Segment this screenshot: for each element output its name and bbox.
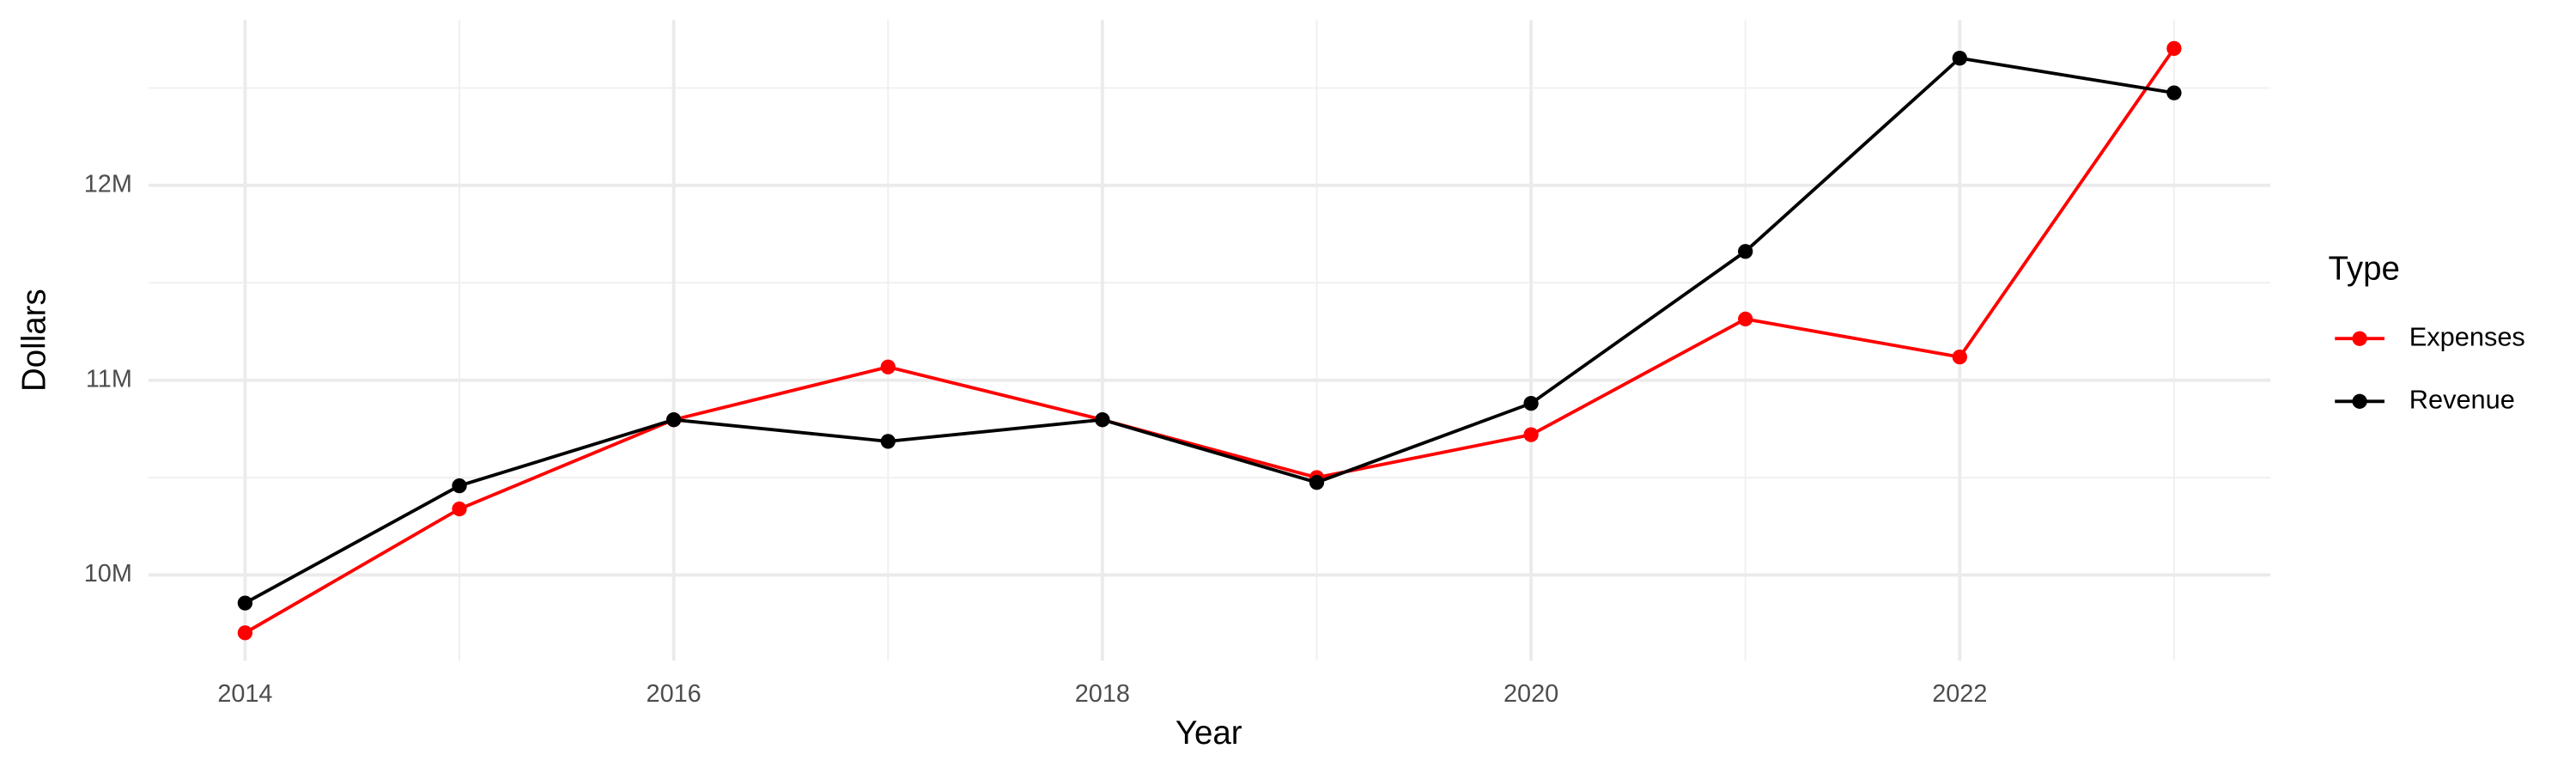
point [880, 359, 896, 374]
x-tick-label: 2014 [217, 680, 272, 708]
point [1738, 244, 1753, 259]
y-tick-label: 10M [84, 560, 132, 587]
point [1523, 395, 1539, 411]
legend-key-point [2352, 331, 2367, 346]
point [1952, 350, 1967, 365]
x-tick-label: 2018 [1075, 680, 1130, 708]
point [1738, 311, 1753, 327]
point [237, 595, 253, 611]
point [452, 478, 467, 494]
x-tick-label: 2022 [1932, 680, 1987, 708]
point [452, 501, 467, 517]
y-axis-title: Dollars [15, 289, 52, 392]
point [1095, 412, 1110, 428]
point [1309, 475, 1325, 490]
point [1523, 427, 1539, 442]
series-line [244, 56, 2175, 605]
x-tick-label: 2020 [1504, 680, 1558, 708]
legend-title: Type [2329, 251, 2400, 288]
point [2166, 40, 2182, 57]
x-tick-label: 2016 [647, 680, 702, 708]
series-line [244, 47, 2176, 635]
y-tick-label: 11M [86, 365, 132, 393]
legend-key-point [2352, 393, 2367, 409]
y-tick-label: 12M [84, 170, 132, 198]
point [2166, 85, 2182, 100]
legend-label: Revenue [2409, 384, 2515, 414]
point [237, 625, 253, 641]
point [880, 434, 896, 449]
legend-label: Expenses [2409, 321, 2525, 351]
point [665, 412, 682, 428]
x-axis-title: Year [1176, 715, 1242, 752]
point [1952, 51, 1967, 66]
